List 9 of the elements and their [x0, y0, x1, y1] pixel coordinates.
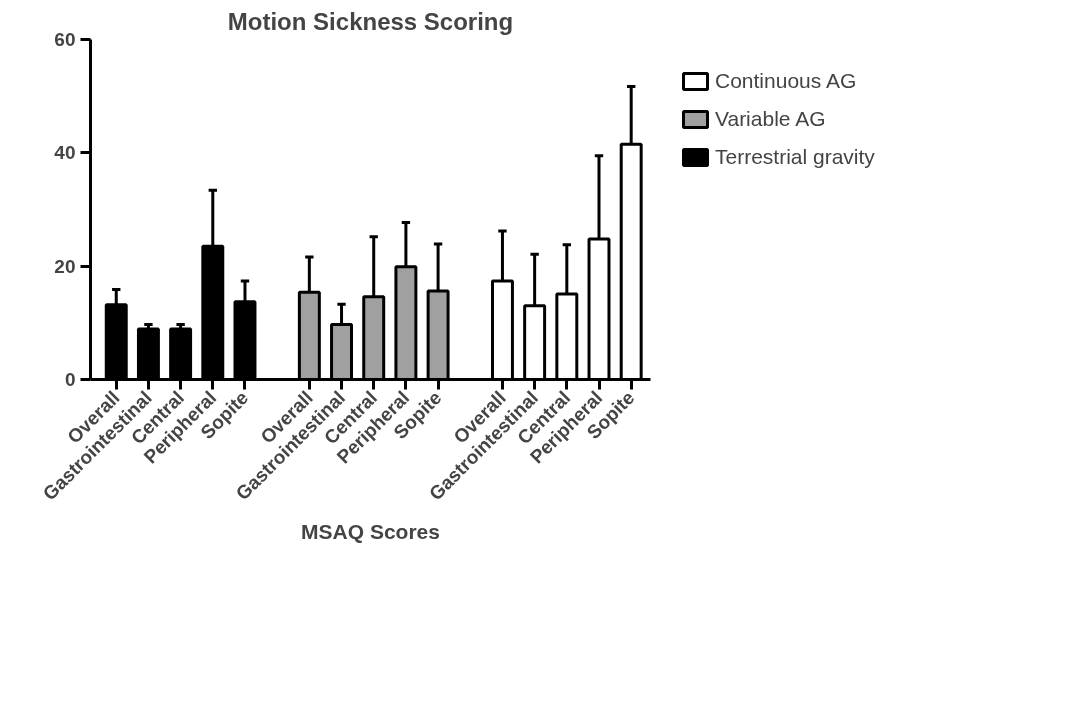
- y-tick-label: 0: [64, 369, 76, 390]
- y-tick-label: 60: [54, 29, 76, 50]
- chart-title: Motion Sickness Scoring: [227, 7, 514, 35]
- legend-label: Terrestrial gravity: [715, 145, 875, 169]
- y-tick-label: 20: [54, 255, 76, 277]
- x-axis-title: MSAQ Scores: [301, 519, 440, 543]
- legend-label: Variable AG: [715, 107, 826, 131]
- y-tick-label: 40: [54, 142, 76, 164]
- legend-label: Continuous AG: [715, 69, 857, 93]
